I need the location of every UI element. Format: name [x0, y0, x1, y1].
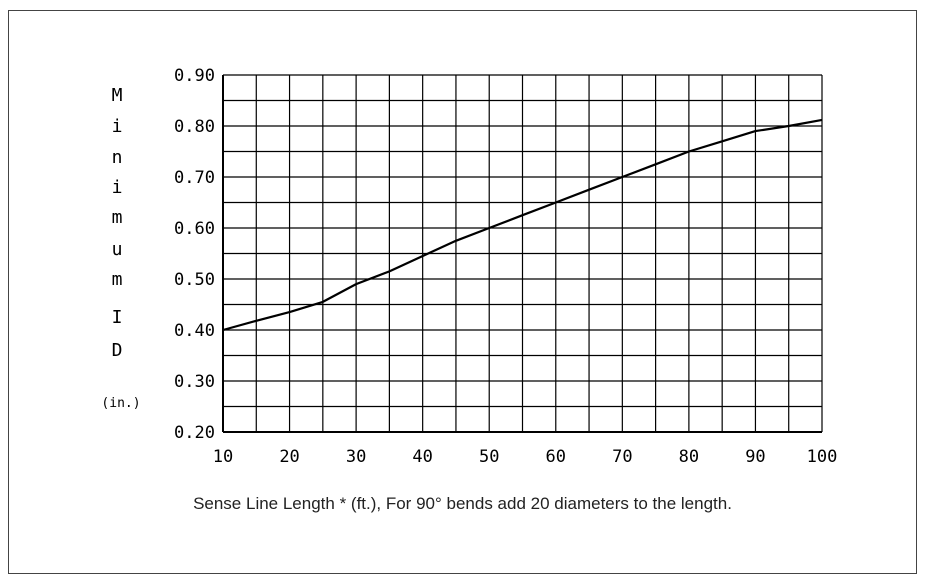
- x-axis-caption: Sense Line Length * (ft.), For 90° bends…: [193, 494, 732, 513]
- y-tick-label: 0.20: [174, 423, 215, 443]
- y-tick-label: 0.60: [174, 219, 215, 239]
- y-axis-label-char: M: [112, 85, 123, 106]
- y-tick-label: 0.50: [174, 270, 215, 290]
- y-axis-label-char: m: [112, 269, 123, 290]
- y-axis-label-char: u: [112, 239, 123, 260]
- x-tick-label: 90: [745, 447, 765, 467]
- chart-frame: [8, 10, 917, 574]
- y-axis-label-char: (in.): [101, 396, 140, 411]
- y-tick-label: 0.70: [174, 168, 215, 188]
- y-axis-label-char: n: [112, 147, 123, 168]
- y-tick-label: 0.90: [174, 66, 215, 86]
- y-axis-label-char: i: [112, 177, 123, 198]
- x-tick-label: 100: [807, 447, 838, 467]
- y-axis-label-char: i: [112, 116, 123, 137]
- series-line: [222, 118, 823, 332]
- y-tick-label: 0.40: [174, 321, 215, 341]
- y-axis-label-char: I: [112, 307, 123, 328]
- x-tick-label: 30: [346, 447, 366, 467]
- y-tick-label: 0.80: [174, 117, 215, 137]
- x-tick-label: 80: [679, 447, 699, 467]
- y-tick-label: 0.30: [174, 372, 215, 392]
- x-tick-label: 40: [412, 447, 432, 467]
- y-axis-label-char: m: [112, 207, 123, 228]
- y-axis-label-char: D: [112, 340, 123, 361]
- x-tick-label: 10: [213, 447, 233, 467]
- x-tick-label: 20: [279, 447, 299, 467]
- x-tick-label: 50: [479, 447, 499, 467]
- x-tick-label: 60: [546, 447, 566, 467]
- x-tick-label: 70: [612, 447, 632, 467]
